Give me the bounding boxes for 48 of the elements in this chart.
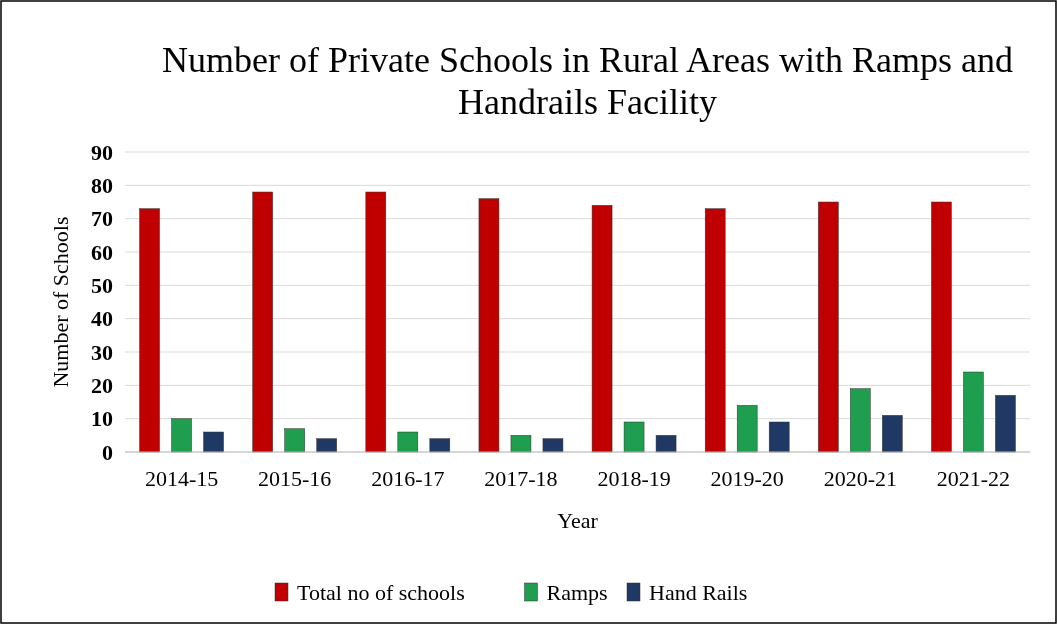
x-tick-label: 2020-21 [823,466,897,491]
bar [429,438,451,453]
bar [171,418,192,453]
y-tick-label: 50 [91,273,113,299]
y-tick-label: 60 [91,239,113,265]
y-tick-label: 80 [91,173,113,199]
bar [655,435,677,453]
bar [768,421,790,453]
bar [478,198,500,453]
x-tick-label: 2019-20 [710,466,784,491]
legend-label: Total no of schools [297,579,465,605]
x-tick-label: 2017-18 [484,466,558,491]
bar [365,191,387,453]
bar [139,208,160,453]
chart-title: Number of Private Schools in Rural Areas with Ramps and Handrails Facility [162,40,1013,122]
bar [736,405,758,453]
legend-label: Hand Rails [649,579,748,605]
y-tick-label: 30 [91,339,113,365]
bar [284,428,305,453]
legend-label: Ramps [546,579,608,605]
x-tick-label: 2014-15 [144,466,219,491]
x-axis-title: Year [557,508,599,533]
bar [704,208,726,453]
bar [542,438,564,453]
y-tick-label: 70 [91,206,113,232]
y-tick-label: 20 [91,373,113,399]
bar [252,191,273,453]
y-tick-label: 0 [102,439,113,465]
bar [850,388,871,453]
y-tick-label: 90 [91,139,113,165]
bar [818,201,839,453]
bar [316,438,337,453]
bar [397,431,419,453]
bar [963,371,984,453]
bar [623,421,645,453]
bar [203,431,224,453]
x-tick-label: 2015-16 [258,466,332,491]
bar [882,415,903,453]
bar [591,205,613,453]
x-tick-label: 2021-22 [936,466,1011,491]
y-axis-title: Number of Schools [48,216,73,388]
bar [995,395,1016,453]
bar [931,201,952,453]
x-tick-label: 2016-17 [371,466,445,491]
bar [510,435,532,453]
y-tick-label: 10 [91,406,113,432]
x-tick-label: 2018-19 [597,466,671,491]
y-tick-label: 40 [91,306,113,332]
